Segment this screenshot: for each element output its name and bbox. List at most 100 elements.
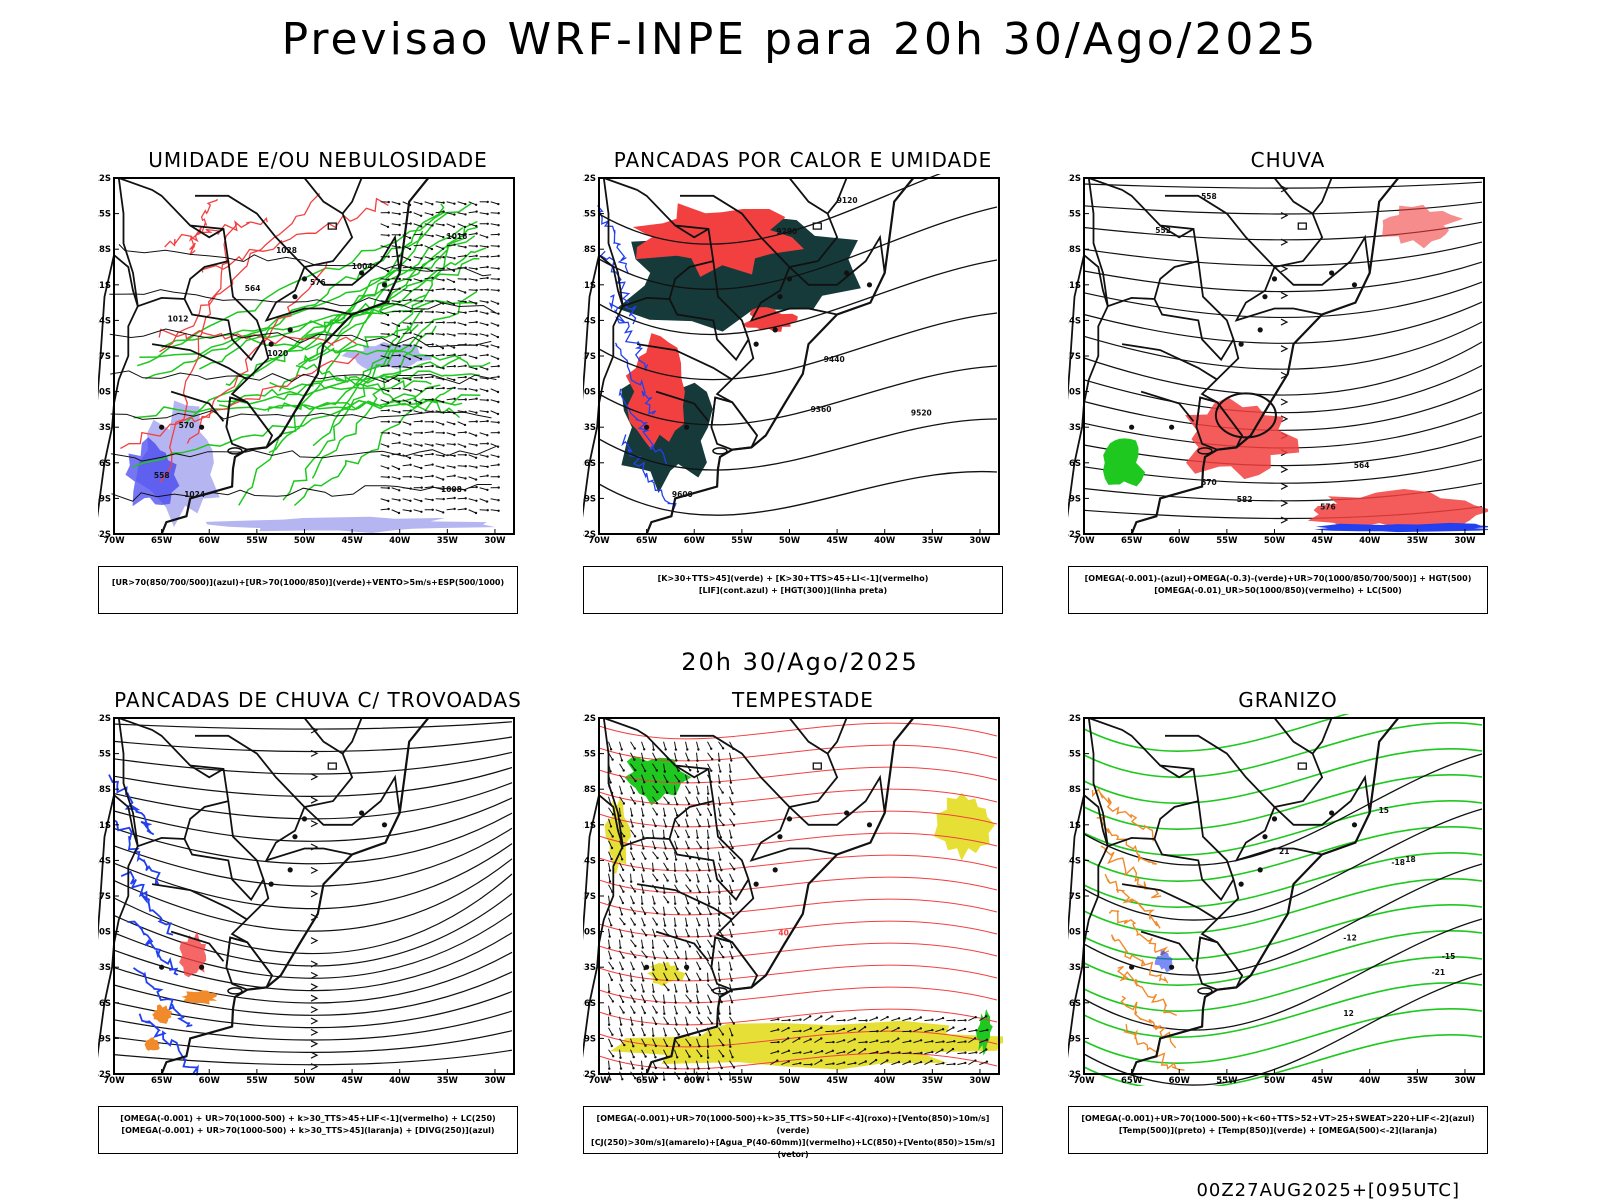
vector-head: [387, 500, 389, 502]
vector-head: [453, 203, 455, 205]
lat-tick-label: 21S: [583, 821, 596, 831]
vector-head: [953, 1019, 955, 1021]
contour-label: 576: [1320, 503, 1336, 512]
vector-head: [642, 880, 644, 882]
vector-head: [619, 1057, 621, 1059]
vector-head: [865, 1019, 867, 1021]
vector-head: [465, 398, 467, 400]
vector-head: [623, 835, 625, 837]
contour-label: 1016: [447, 232, 468, 241]
lake-marker: [1352, 282, 1357, 287]
vector-head: [700, 1055, 702, 1057]
vector-head: [497, 303, 499, 305]
vector-head: [633, 1012, 635, 1014]
lon-tick-label: 50W: [294, 1076, 316, 1086]
vector-head: [876, 1017, 878, 1019]
lat-tick-label: 33S: [1068, 963, 1081, 973]
vector-head: [709, 1012, 711, 1014]
vector-head: [667, 802, 669, 804]
vector-head: [442, 347, 444, 349]
vector-head: [832, 1041, 834, 1043]
lat-tick-label: 30S: [98, 928, 111, 938]
lake-marker: [1272, 816, 1277, 821]
vector-head: [985, 1048, 987, 1050]
panel-title: PANCADAS DE CHUVA C/ TROVOADAS: [78, 688, 558, 712]
vector-head: [410, 222, 412, 224]
lat-tick-label: 39S: [98, 1034, 111, 1044]
vector-head: [497, 499, 499, 501]
vector-head: [442, 248, 444, 250]
lake-marker: [1258, 867, 1263, 872]
vector-head: [464, 301, 466, 303]
vector-head: [865, 1041, 867, 1043]
vector-head: [387, 270, 389, 272]
lon-tick-label: 40W: [874, 536, 896, 546]
vector-head: [663, 892, 665, 894]
contour-label: 1012: [168, 315, 189, 324]
lat-tick-label: 15S: [1068, 750, 1081, 760]
lat-tick-label: 30S: [98, 388, 111, 398]
vector-head: [687, 825, 689, 827]
lat-tick-label: 39S: [98, 494, 111, 504]
vector-head: [687, 1067, 689, 1069]
vector-head: [421, 366, 423, 368]
vector-head: [453, 497, 455, 499]
lat-tick-label: 33S: [1068, 423, 1081, 433]
vector-head: [421, 377, 423, 379]
vector-head: [610, 748, 612, 750]
vector-head: [644, 770, 646, 772]
lon-tick-label: 45W: [1311, 536, 1333, 546]
vector-head: [664, 847, 666, 849]
vector-head: [854, 1038, 856, 1040]
vector-head: [656, 923, 658, 925]
lon-tick-label: 65W: [151, 1076, 173, 1086]
vector-head: [465, 465, 467, 467]
vector-head: [678, 1033, 680, 1035]
lat-tick-label: 30S: [1068, 388, 1081, 398]
vector-head: [486, 213, 488, 215]
lat-tick-label: 27S: [98, 352, 111, 362]
vector-head: [787, 1037, 789, 1039]
vector-head: [711, 1022, 713, 1024]
legend-line: [OMEGA(-0.001) + UR>70(1000-500) + k>30_…: [99, 1125, 517, 1137]
vector-head: [497, 346, 499, 348]
vector-head: [442, 367, 444, 369]
contour-label: 9440: [824, 355, 845, 364]
vector-head: [730, 979, 732, 981]
contour-label: -18: [1391, 858, 1405, 867]
lake-marker: [754, 342, 759, 347]
vector-head: [678, 1077, 680, 1079]
vector-head: [453, 508, 455, 510]
lake-marker: [777, 294, 782, 299]
vector-head: [689, 1000, 691, 1002]
vector-head: [487, 255, 489, 257]
vector-head: [398, 512, 400, 514]
vector-head: [453, 303, 455, 305]
vector-head: [986, 1061, 988, 1063]
lat-tick-label: 27S: [98, 892, 111, 902]
vector-head: [675, 858, 677, 860]
lon-tick-label: 30W: [969, 536, 991, 546]
vector-head: [689, 1011, 691, 1013]
vector-head: [486, 390, 488, 392]
vector-head: [732, 924, 734, 926]
vector-head: [656, 879, 658, 881]
vector-head: [642, 759, 644, 761]
vector-head: [686, 1023, 688, 1025]
vector-head: [644, 1012, 646, 1014]
vector-head: [431, 444, 433, 446]
vector-head: [641, 1024, 643, 1026]
lake-marker: [1352, 822, 1357, 827]
vector-head: [475, 334, 477, 336]
vector-head: [621, 748, 623, 750]
vector-head: [697, 748, 699, 750]
vector-head: [420, 420, 422, 422]
vector-head: [674, 870, 676, 872]
vector-head: [652, 1035, 654, 1037]
vector-head: [677, 769, 679, 771]
vector-head: [730, 836, 732, 838]
vector-head: [622, 880, 624, 882]
vector-head: [486, 301, 488, 303]
vector-head: [431, 376, 433, 378]
vector-head: [633, 792, 635, 794]
